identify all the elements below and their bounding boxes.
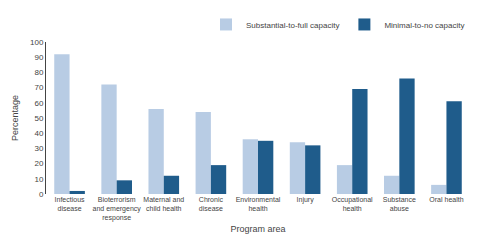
svg-text:Oral health: Oral health	[429, 196, 463, 203]
svg-text:Infectiousdisease: Infectiousdisease	[55, 196, 85, 212]
svg-text:Chronicdisease: Chronicdisease	[199, 196, 224, 212]
svg-text:70: 70	[34, 83, 43, 92]
svg-text:Occupationalhealth: Occupationalhealth	[332, 196, 373, 212]
svg-text:90: 90	[34, 53, 43, 62]
svg-text:Percentage: Percentage	[10, 95, 20, 141]
svg-text:60: 60	[34, 99, 43, 108]
svg-text:Environmentalhealth: Environmentalhealth	[236, 196, 281, 212]
svg-text:10: 10	[34, 175, 43, 184]
svg-text:Minimal-to-no capacity: Minimal-to-no capacity	[384, 21, 464, 30]
svg-text:Substanceabuse: Substanceabuse	[383, 196, 416, 212]
svg-text:100: 100	[30, 38, 44, 47]
svg-text:20: 20	[34, 159, 43, 168]
svg-text:0: 0	[39, 190, 44, 199]
svg-text:80: 80	[34, 68, 43, 77]
svg-text:Substantial-to-full capacity: Substantial-to-full capacity	[246, 21, 339, 30]
svg-text:Program area: Program area	[230, 224, 285, 234]
svg-text:50: 50	[34, 114, 43, 123]
svg-text:Maternal andchild health: Maternal andchild health	[143, 196, 184, 212]
svg-text:40: 40	[34, 129, 43, 138]
svg-text:30: 30	[34, 144, 43, 153]
svg-text:Bioterrorismand emergencyrespo: Bioterrorismand emergencyresponse	[93, 196, 142, 222]
svg-text:Injury: Injury	[297, 196, 315, 204]
